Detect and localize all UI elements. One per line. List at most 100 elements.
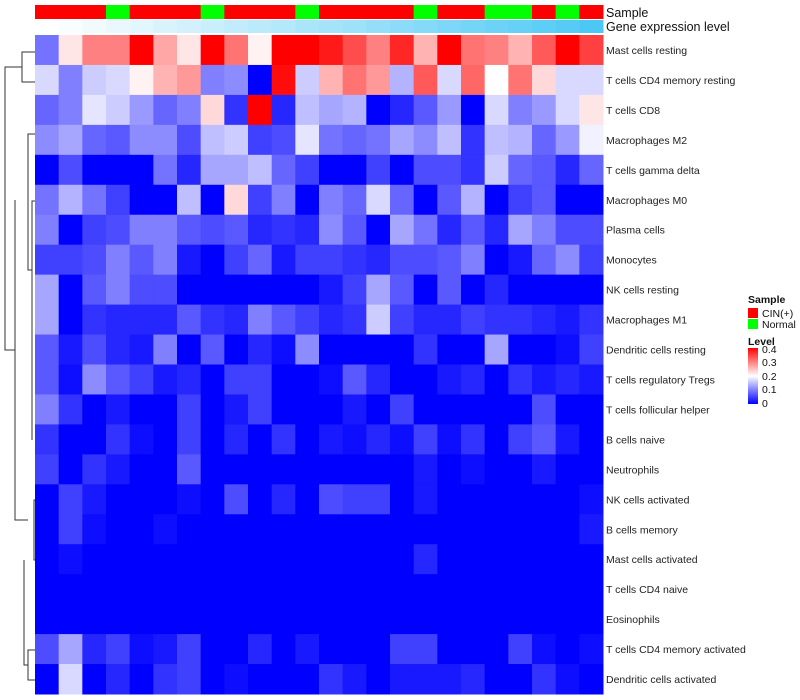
heatmap-cell [413,544,438,575]
heatmap-cell [295,574,320,605]
heatmap-cell [58,184,83,216]
heatmap-cell [200,124,225,156]
heatmap-cell [461,64,486,96]
heatmap-cell [437,634,462,665]
row-label: T cells CD4 memory activated [606,644,746,656]
gene-annotation-cell [390,20,415,33]
heatmap-cell [224,484,249,515]
heatmap-cell [437,184,462,216]
heatmap-cell [153,184,178,216]
heatmap-cell [484,364,509,395]
heatmap-cell [319,64,344,96]
heatmap-cell [555,334,580,365]
heatmap-cell [200,424,225,455]
heatmap-cell [366,574,391,605]
heatmap-cell [579,394,604,425]
heatmap-cell [271,544,296,575]
heatmap-cell [555,304,580,336]
heatmap-cell [35,634,60,665]
heatmap-cell [271,94,296,126]
heatmap-cell [35,454,60,485]
heatmap-cell [224,514,249,545]
heatmap-cell [106,64,131,96]
heatmap-cell [390,514,415,545]
heatmap-cell [58,514,83,545]
heatmap-cell [508,214,533,246]
heatmap-cell [532,604,557,635]
heatmap-cell [248,35,273,66]
heatmap-cell [177,514,202,545]
heatmap-cell [484,124,509,156]
heatmap-cell [437,544,462,575]
heatmap-cell [295,484,320,515]
sample-annotation-cell [200,5,225,19]
legend-level-title: Level [748,336,775,348]
heatmap-cell [295,364,320,395]
heatmap-cell [390,64,415,96]
heatmap-cell [366,634,391,665]
heatmap-cell [224,424,249,455]
heatmap-cell [555,664,580,695]
heatmap-cell [200,454,225,485]
heatmap-cell [319,124,344,156]
heatmap-cell [532,454,557,485]
heatmap-cell [413,364,438,395]
sample-annotation-cell [58,5,83,19]
heatmap-cell [508,184,533,216]
heatmap-cell [532,574,557,605]
row-label: NK cells resting [606,285,679,297]
heatmap-cell [82,394,107,425]
heatmap-cell [508,364,533,395]
row-label: Dendritic cells activated [606,674,716,686]
heatmap-cell [579,544,604,575]
heatmap-cell [82,184,107,216]
heatmap-cell [413,64,438,96]
heatmap-cell [271,304,296,336]
heatmap-cell [342,304,367,336]
heatmap-cell [366,184,391,216]
gene-annotation-cell [413,20,438,33]
heatmap-cell [579,154,604,186]
heatmap-cell [508,454,533,485]
heatmap-cell [555,604,580,635]
heatmap-cell [484,334,509,365]
heatmap-cell [200,664,225,695]
heatmap-cell [342,394,367,425]
heatmap-cell [129,304,154,336]
heatmap-cell [437,484,462,515]
heatmap-cell [532,544,557,575]
heatmap-cell [437,394,462,425]
heatmap-cell [413,124,438,156]
heatmap-cell [200,334,225,365]
heatmap-cell [532,124,557,156]
heatmap-cell [224,364,249,395]
heatmap-cell [413,634,438,665]
sample-annotation-cell [177,5,202,19]
heatmap-cell [342,424,367,455]
sample-annotation-cell [319,5,344,19]
heatmap-cell [319,274,344,306]
heatmap-cell [35,364,60,395]
heatmap-cell [58,364,83,395]
heatmap-cell [35,604,60,635]
heatmap-cell [484,514,509,545]
heatmap-cell [555,484,580,515]
legend-tick: 0.3 [762,357,777,369]
heatmap-cell [579,35,604,66]
heatmap-cell [319,334,344,365]
heatmap-cell [555,364,580,395]
heatmap-cell [390,244,415,276]
heatmap-cell [532,514,557,545]
heatmap-cell [295,544,320,575]
heatmap-cell [82,64,107,96]
heatmap-cell [579,124,604,156]
heatmap-cell [342,274,367,306]
gene-annotation-cell [200,20,225,33]
heatmap-cell [153,484,178,515]
heatmap-cell [200,94,225,126]
heatmap-cell [35,35,60,66]
heatmap-cell [224,394,249,425]
heatmap-cell [58,394,83,425]
heatmap-cell [342,244,367,276]
heatmap-cell [177,274,202,306]
